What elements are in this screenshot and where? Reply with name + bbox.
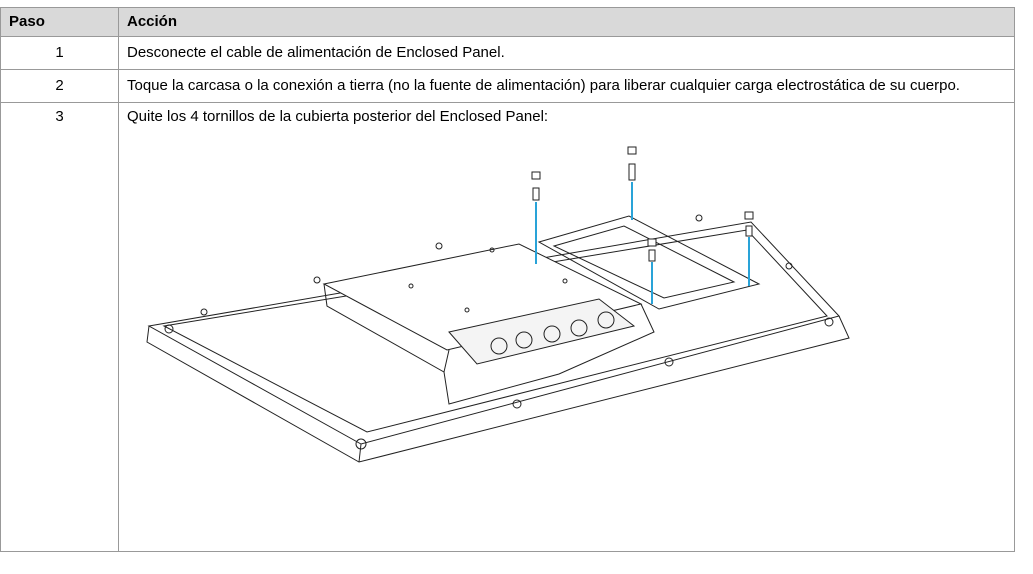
step-number: 1 [0,36,119,70]
header-cell: Paso [0,7,119,37]
step-text: Quite los 4 tornillos de la cubierta pos… [127,108,549,125]
procedure-table: Paso Acción 1 Desconecte el cable de ali… [0,7,1015,552]
step-number: 3 [0,102,119,552]
row: 2 Toque la carcasa o la conexión a tierr… [0,69,1015,103]
header-cell: Acción [118,7,1015,37]
screws [535,182,750,304]
mounting-holes [164,214,834,450]
rear-cover [322,215,761,405]
step-number: 2 [0,69,119,103]
row: 1 Desconecte el cable de alimentación de… [0,36,1015,70]
panel-illustration [146,146,850,463]
step-action: Desconecte el cable de alimentación de E… [118,36,1015,70]
row: 3 Quite los 4 tornillos de la cubierta p… [0,102,1015,552]
screw-icons [531,146,754,262]
connectors [490,311,615,355]
step-action: Toque la carcasa o la conexión a tierra … [118,69,1015,103]
step-action: Quite los 4 tornillos de la cubierta pos… [118,102,1015,552]
header-row: Paso Acción [0,7,1015,37]
